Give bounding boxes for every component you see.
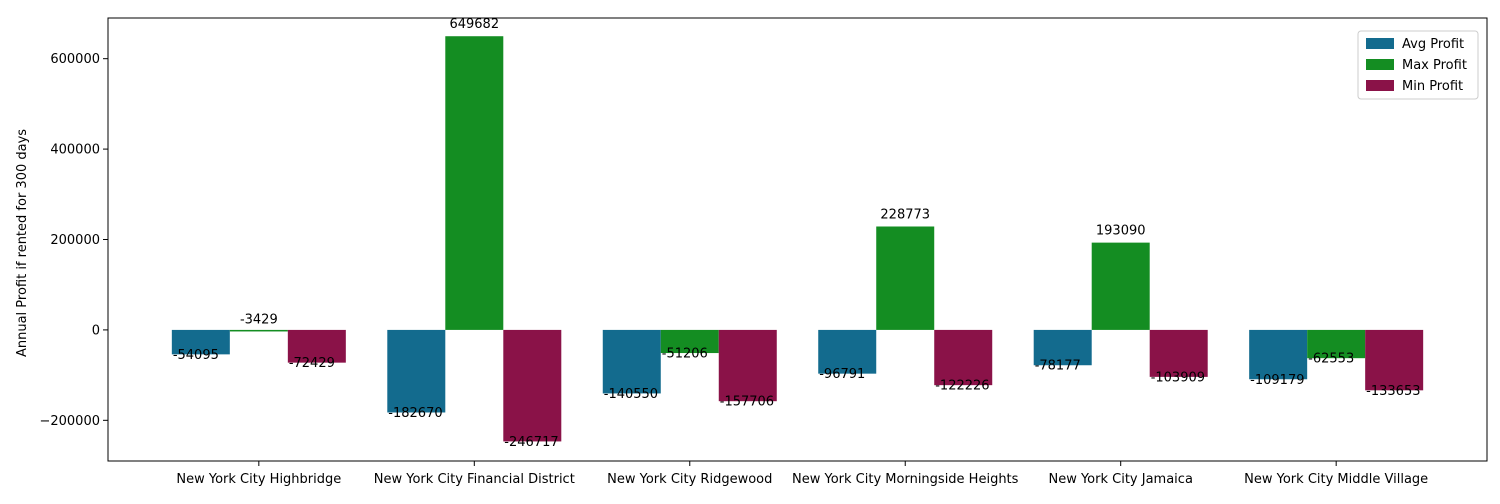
bar-avg-profit	[171, 329, 230, 355]
bar-value-label: -157706	[720, 395, 774, 410]
y-tick-label: −200000	[39, 414, 100, 429]
legend-swatch	[1366, 38, 1394, 49]
bar-value-label: 228773	[880, 207, 930, 222]
y-tick-label: 600000	[50, 52, 100, 67]
bar-value-label: 649682	[449, 17, 499, 32]
bar-min-profit	[1149, 329, 1208, 377]
legend-label: Max Profit	[1402, 58, 1467, 73]
bar-value-label: -78177	[1035, 359, 1081, 374]
plot-border	[107, 17, 1488, 462]
y-axis: −200000 0 200000 400000 600000	[39, 52, 108, 429]
x-tick-label: New York City Financial District	[374, 472, 575, 487]
bar-value-label: -122226	[935, 379, 989, 394]
y-tick-label: 400000	[50, 143, 100, 158]
x-tick-label: New York City Ridgewood	[607, 472, 772, 487]
bar-value-label: -140550	[604, 387, 658, 402]
bars-group	[171, 36, 1424, 442]
bar-max-profit	[1091, 242, 1150, 330]
legend: Avg Profit Max Profit Min Profit	[1357, 30, 1479, 100]
legend-swatch	[1366, 59, 1394, 70]
bar-avg-profit	[1249, 329, 1308, 380]
legend-label: Avg Profit	[1402, 37, 1464, 52]
bar-labels-group: -54095 -3429 -72429 -182670 649682 -246717 -14…	[173, 17, 1421, 450]
bar-max-profit	[876, 226, 935, 330]
bar-value-label: -72429	[289, 356, 335, 371]
bar-avg-profit	[387, 329, 446, 413]
x-tick-label: New York City Highbridge	[176, 472, 341, 487]
bar-value-label: 193090	[1096, 224, 1146, 239]
x-tick-label: New York City Morningside Heights	[792, 472, 1019, 487]
y-tick-label: 0	[92, 323, 100, 338]
bar-value-label: -62553	[1308, 352, 1354, 367]
bar-value-label: -54095	[173, 348, 219, 363]
bar-value-label: -133653	[1366, 384, 1420, 399]
bar-value-label: -96791	[819, 367, 865, 382]
bar-value-label: -3429	[240, 312, 278, 327]
x-tick-label: New York City Jamaica	[1048, 472, 1192, 487]
plot-frame	[107, 17, 1488, 462]
bar-value-label: -182670	[388, 406, 442, 421]
legend-swatch	[1366, 80, 1394, 91]
bar-avg-profit	[602, 329, 661, 394]
bar-value-label: -51206	[662, 347, 708, 362]
bar-max-profit	[229, 329, 288, 332]
y-tick-label: 200000	[50, 233, 100, 248]
bar-min-profit	[503, 329, 562, 442]
bar-max-profit	[1307, 329, 1366, 359]
bar-avg-profit	[818, 329, 877, 374]
bar-min-profit	[934, 329, 993, 386]
bar-value-label: -103909	[1151, 370, 1205, 385]
bar-max-profit	[445, 36, 504, 330]
x-axis: New York City Highbridge New York City Fi…	[176, 461, 1428, 487]
bar-max-profit	[660, 329, 719, 354]
bar-value-label: -109179	[1250, 373, 1304, 388]
bar-min-profit	[718, 329, 777, 402]
bar-avg-profit	[1033, 329, 1092, 366]
bar-min-profit	[287, 329, 346, 363]
bar-min-profit	[1365, 329, 1424, 391]
y-axis-label: Annual Profit if rented for 300 days	[15, 129, 30, 357]
bar-value-label: -246717	[504, 435, 558, 450]
legend-label: Min Profit	[1402, 79, 1463, 94]
x-tick-label: New York City Middle Village	[1244, 472, 1428, 487]
